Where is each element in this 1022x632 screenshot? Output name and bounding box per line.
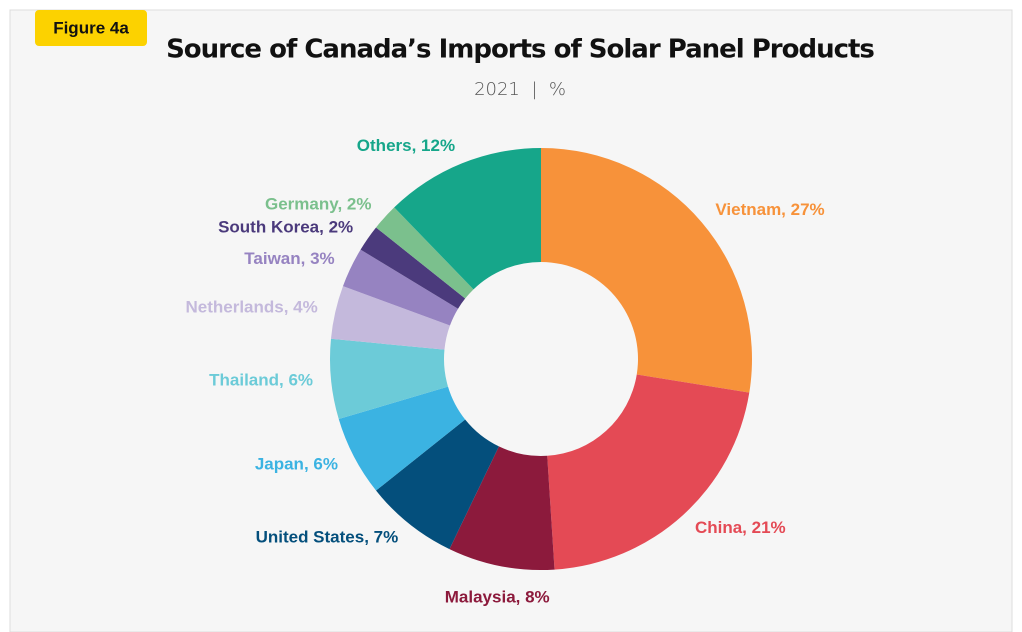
slice-label: South Korea, 2%	[218, 217, 353, 236]
slice	[541, 148, 752, 393]
slice	[330, 286, 450, 350]
slice	[342, 249, 459, 326]
slice	[330, 338, 449, 420]
slice	[376, 207, 474, 299]
chart-subtitle: 2021 | %	[474, 79, 566, 100]
slice-label: Vietnam, 27%	[715, 200, 824, 219]
slice-label: Taiwan, 3%	[244, 249, 334, 268]
slice-label: Malaysia, 8%	[445, 587, 550, 606]
slice	[394, 148, 541, 290]
chart-title: Source of Canada’s Imports of Solar Pane…	[166, 35, 874, 65]
slice	[338, 386, 466, 491]
slice-label: Netherlands, 4%	[185, 298, 317, 317]
slice-label: Thailand, 6%	[209, 370, 313, 389]
slice-label: United States, 7%	[256, 528, 399, 547]
slice	[449, 446, 555, 570]
slice-label: Others, 12%	[357, 136, 455, 155]
slice-label: Germany, 2%	[265, 195, 371, 214]
slice	[376, 419, 499, 550]
slice-label: Japan, 6%	[255, 454, 338, 473]
slice	[547, 374, 750, 570]
badge	[35, 10, 147, 46]
slice-label: China, 21%	[695, 518, 786, 537]
slice	[360, 227, 466, 309]
badge-text: Figure 4a	[53, 18, 129, 37]
